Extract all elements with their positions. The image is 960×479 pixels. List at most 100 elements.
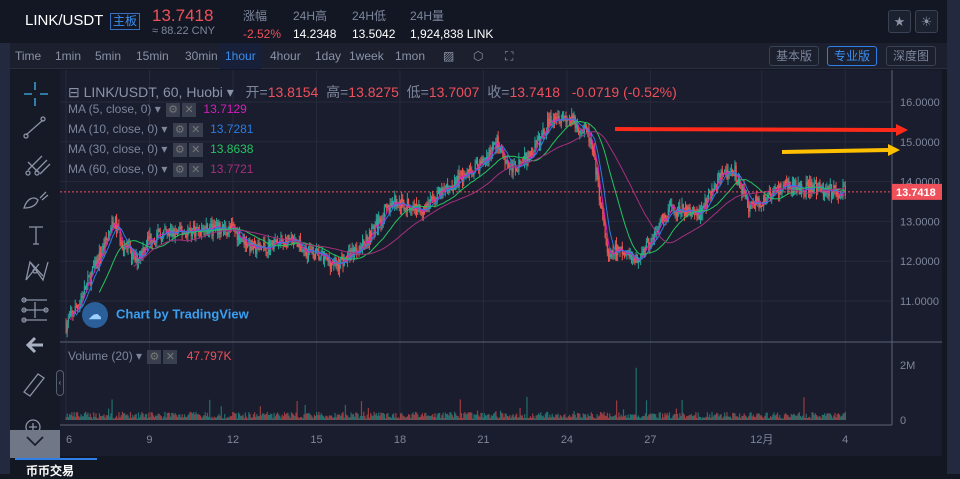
volume-bar [470,412,472,420]
candle-body [624,252,626,256]
volume-bar [690,413,692,420]
candle-body [280,238,282,242]
collapse-toolbar-handle[interactable]: ‹ [56,370,64,396]
volume-bar [189,411,191,420]
volume-bar [253,412,256,420]
volume-bar [483,413,486,420]
volume-bar [665,415,667,420]
timeframe-5min[interactable]: 5min [95,49,122,63]
volume-bar [410,418,412,420]
gear-icon[interactable]: ⚙ [172,162,187,177]
ruler-icon[interactable] [23,373,45,397]
back-arrow-icon[interactable] [25,336,43,354]
volume-bar [116,415,118,420]
timeframe-1day[interactable]: 1day [315,49,342,63]
pro-view-button[interactable]: 专业版 [827,46,878,66]
volume-bar [339,414,341,420]
settings-icon[interactable]: ⬡ [473,49,484,63]
volume-bar [628,417,630,420]
text-icon[interactable] [29,226,43,245]
chart-type-icon[interactable]: ▨ [443,49,455,63]
candle-body [103,245,105,249]
gear-icon[interactable]: ⚙ [166,102,181,117]
volume-bar [578,413,580,420]
collapse-icon[interactable]: ⊟ [68,84,80,100]
candle-body [404,207,406,210]
pattern-icon[interactable] [25,260,49,282]
volume-bar [82,416,84,420]
timeframe-1week[interactable]: 1week [349,49,384,63]
volume-bar [173,414,175,420]
page-scrollbar[interactable] [947,0,960,474]
timeframe-15min[interactable]: 15min [136,49,169,63]
gear-icon[interactable]: ⚙ [147,349,162,364]
candle-body [255,243,257,254]
gear-icon[interactable]: ⚙ [172,122,187,137]
chart-area[interactable]: 16.0000 15.0000 14.0000 13.0000 12.0000 11.00… [56,70,942,456]
timeframe-1mon[interactable]: 1mon [395,49,426,63]
chevron-down-icon[interactable] [26,436,44,447]
volume-bar [502,413,504,420]
time-tick: 27 [644,434,656,446]
volume-bar [637,415,640,420]
tradingview-watermark[interactable]: ☁ Chart by TradingView [82,302,249,328]
candle-body [806,181,809,186]
candle-body [337,263,340,271]
close-icon[interactable]: ✕ [188,162,203,177]
volume-bar [273,412,275,420]
measure-icon[interactable] [21,297,49,323]
volume-bar [455,413,457,420]
volume-bar [330,415,333,420]
timeframe-time[interactable]: Time [15,49,42,63]
candle-body [509,166,511,169]
volume-bar [666,412,668,420]
candle-body [485,159,487,162]
crosshair-icon[interactable] [24,82,48,106]
volume-bar [579,413,581,420]
volume-bar [340,416,342,420]
candle-body [790,187,792,194]
volume-bar [736,416,738,420]
depth-chart-button[interactable]: 深度图 [886,46,937,66]
volume-bar [134,414,136,420]
series-title[interactable]: LINK/USDT, 60, Huobi [83,84,223,100]
candle-body [137,257,140,264]
volume-bar [799,415,802,420]
volume-bar [402,415,404,420]
candle-body [670,204,672,207]
volume-bar [540,412,542,420]
fullscreen-icon[interactable]: ⛶ [505,49,514,63]
last-price-label: 13.7418 [896,187,936,199]
gear-icon[interactable]: ⚙ [172,142,187,157]
candle-body [542,128,544,133]
trend-line-icon[interactable] [23,116,46,139]
basic-view-button[interactable]: 基本版 [769,46,820,66]
timeframe-1hour[interactable]: 1hour [220,43,261,69]
tab-spot-trading[interactable]: 币币交易 [26,464,75,478]
timeframe-4hour[interactable]: 4hour [270,49,301,63]
volume-bar [132,414,134,420]
volume-bar [744,415,746,420]
theme-sun-icon[interactable]: ☀ [915,10,938,33]
volume-bar [667,415,669,420]
candle-body [535,143,537,145]
close-icon[interactable]: ✕ [182,102,197,117]
volume-bar [224,413,226,420]
volume-bar [536,415,538,420]
volume-bar [765,412,767,420]
candle-body [140,250,142,259]
volume-bar [350,412,352,420]
candle-body [453,180,456,189]
volume-bar [205,415,207,420]
volume-bar [279,415,281,420]
timeframe-1min[interactable]: 1min [55,49,82,63]
timeframe-30min[interactable]: 30min [185,49,218,63]
close-icon[interactable]: ✕ [188,142,203,157]
brush-icon[interactable] [23,191,49,209]
time-tick: 12月 [750,434,773,446]
close-icon[interactable]: ✕ [163,349,178,364]
star-icon[interactable]: ★ [888,10,911,33]
volume-bar [430,415,433,420]
pitchfork-icon[interactable] [25,155,51,176]
close-icon[interactable]: ✕ [188,122,203,137]
